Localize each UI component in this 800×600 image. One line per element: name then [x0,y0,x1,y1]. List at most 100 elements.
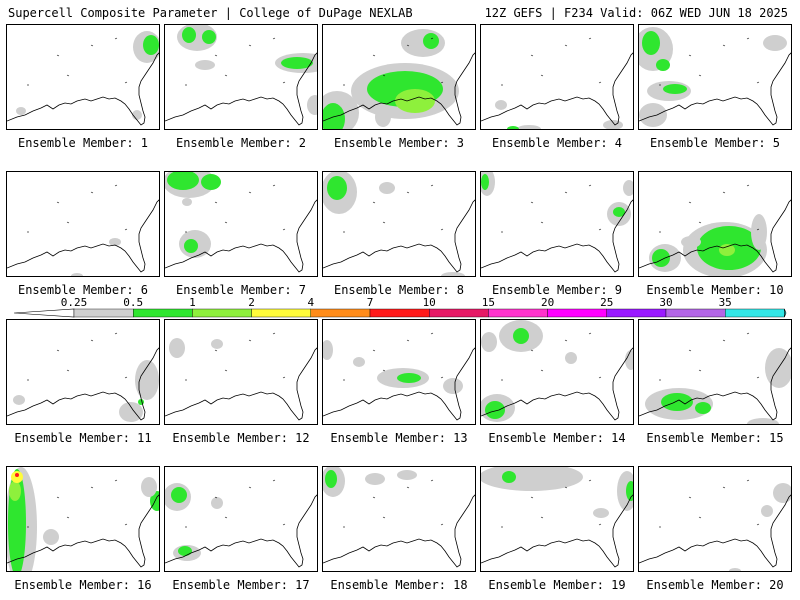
colorbar-segment [251,308,312,318]
boundary-tick [540,74,544,77]
boundary-tick [382,369,386,372]
scp-contour-fill [135,360,159,400]
boundary-tick [114,332,118,335]
boundary-tick [688,54,692,57]
scp-contour-fill [202,30,216,44]
scp-map [481,467,633,568]
coastline [323,199,475,273]
boundary-tick [382,221,386,224]
scp-map [323,467,475,568]
boundary-tick [598,376,602,379]
coastline [7,52,159,126]
scp-contour-fill [16,107,26,115]
coastline [7,494,159,568]
scp-contour-fill [119,402,143,422]
boundary-tick [272,37,276,40]
scp-contour-fill [663,84,687,94]
ensemble-panel [480,171,634,277]
ensemble-member-label: Ensemble Member: 17 [172,578,310,592]
boundary-tick [440,228,444,231]
ensemble-member-label: Ensemble Member: 4 [491,136,623,150]
scp-contour-fill [517,125,541,129]
scp-contour-fill [109,238,121,246]
boundary-tick [224,369,228,372]
scp-map [481,320,633,422]
scp-contour-fill [751,214,767,250]
boundary-tick [756,81,760,84]
scp-contour-fill [719,244,735,256]
boundary-tick [746,332,750,335]
boundary-tick [588,37,592,40]
scp-map [639,332,791,424]
boundary-tick [214,496,218,499]
boundary-tick [530,54,534,57]
scp-map [639,27,791,127]
boundary-tick [722,191,726,194]
boundary-tick [248,339,252,342]
scp-map [323,29,475,129]
boundary-tick [282,523,286,526]
scp-contour-fill [13,395,25,405]
scp-contour-fill [143,35,159,55]
scp-contour-fill [681,236,701,248]
scp-map [639,184,791,276]
boundary-tick [540,516,544,519]
ensemble-member-label: Ensemble Member: 7 [175,283,307,297]
boundary-tick [372,349,376,352]
boundary-tick [114,184,118,187]
boundary-tick [282,376,286,379]
coastline [323,494,475,568]
scp-contour-fill [695,402,711,414]
scp-contour-fill [325,470,337,488]
scp-contour-fill [71,273,83,276]
boundary-tick [406,191,410,194]
ensemble-panel [6,171,160,277]
run-valid-time: 12Z GEFS | F234 Valid: 06Z WED JUN 18 20… [484,6,788,20]
boundary-tick [214,54,218,57]
boundary-tick [56,54,60,57]
color-scale-bar: 0.25 0.5 1 2 4 7 10 15 20 25 30 35 [13,296,787,318]
boundary-tick [224,74,228,77]
scp-map [481,37,633,129]
ensemble-panel [322,319,476,425]
colorbar-segment [488,308,548,318]
scp-map [7,332,159,422]
boundary-tick [372,496,376,499]
boundary-tick [430,184,434,187]
boundary-tick [698,221,702,224]
scp-contour-fill [307,95,317,115]
coastline [639,199,791,273]
boundary-tick [530,349,534,352]
scp-contour-fill [327,176,347,200]
boundary-tick [440,523,444,526]
boundary-tick [248,191,252,194]
colorbar-tick-label: 0.5 [123,296,143,309]
ensemble-member-label: Ensemble Member: 6 [17,283,149,297]
colorbar-segment [665,308,726,318]
ensemble-member-label: Ensemble Member: 20 [646,578,784,592]
boundary-tick [124,376,128,379]
boundary-tick [224,221,228,224]
boundary-tick [756,376,760,379]
scp-contour-fill [747,418,779,424]
boundary-tick [698,74,702,77]
coastline [7,199,159,273]
ensemble-member-label: Ensemble Member: 3 [333,136,465,150]
boundary-tick [66,369,70,372]
boundary-tick [282,81,286,84]
boundary-tick [722,486,726,489]
colorbar-segment [132,308,193,318]
scp-map [323,332,475,421]
ensemble-panel [164,171,318,277]
boundary-tick [688,201,692,204]
ensemble-member-label: Ensemble Member: 11 [14,431,152,445]
ensemble-panel [164,319,318,425]
scp-contour-fill [195,60,215,70]
ensemble-panel [480,24,634,130]
scp-map [7,31,159,126]
boundary-tick [722,339,726,342]
boundary-tick [698,516,702,519]
boundary-tick [430,332,434,335]
scp-contour-fill [639,103,667,127]
boundary-tick [124,523,128,526]
